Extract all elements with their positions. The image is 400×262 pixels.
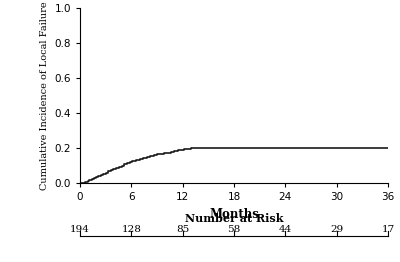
Text: 17: 17 [381, 225, 395, 234]
Text: Number at Risk: Number at Risk [185, 213, 283, 224]
Y-axis label: Cumulative Incidence of Local Failure: Cumulative Incidence of Local Failure [40, 1, 49, 190]
Text: 194: 194 [70, 225, 90, 234]
Text: 58: 58 [227, 225, 241, 234]
Text: 44: 44 [279, 225, 292, 234]
X-axis label: Months: Months [209, 208, 259, 221]
Text: 85: 85 [176, 225, 189, 234]
Text: 29: 29 [330, 225, 343, 234]
Text: 128: 128 [121, 225, 141, 234]
